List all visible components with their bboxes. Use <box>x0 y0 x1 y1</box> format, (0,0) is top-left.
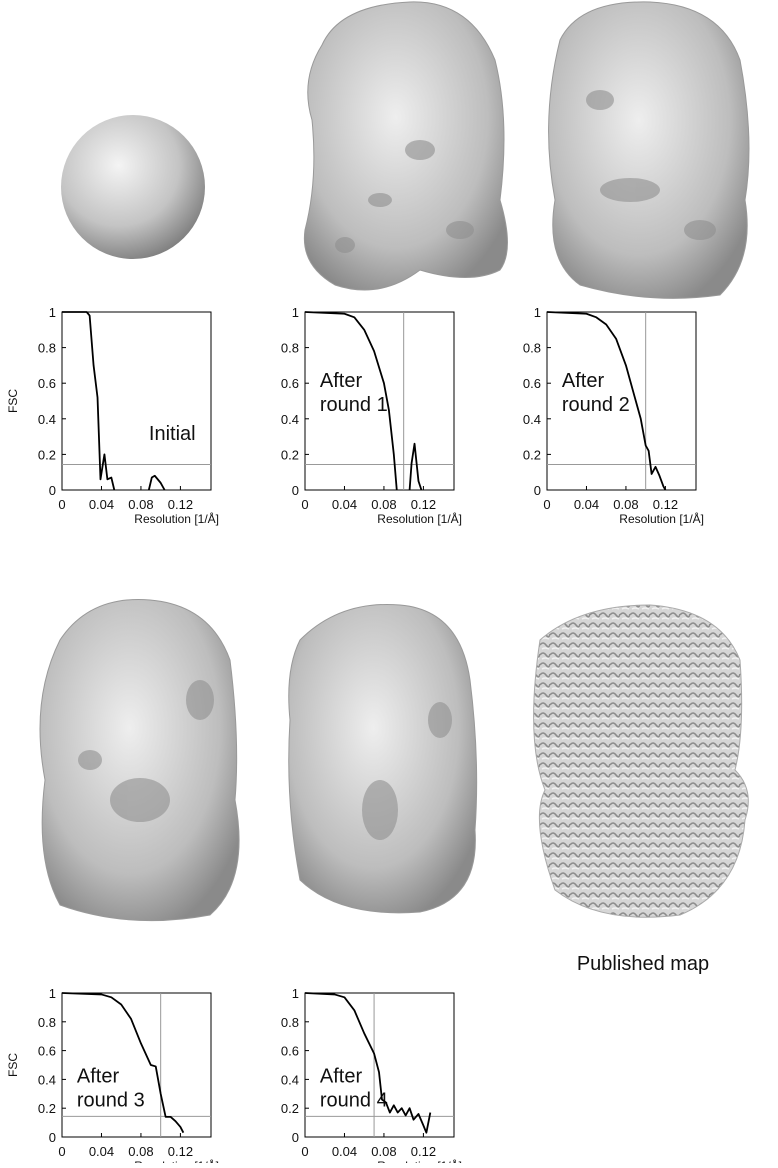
page: {"chart_data": [ {"type": "line", "annot… <box>0 0 778 1163</box>
x-tick-label: 0 <box>301 1144 308 1159</box>
y-tick-label: 0.6 <box>38 376 56 391</box>
y-tick-label: 1 <box>49 305 56 320</box>
plot-frame <box>62 312 211 490</box>
figure: Published map 0 0.2 0.4 0.6 0.8 1 0 0.04 0.08 0.1… <box>0 0 778 1163</box>
x-axis-label: Resolution [1/Å] <box>377 511 462 526</box>
x-tick-label: 0.12 <box>411 497 436 512</box>
x-tick-label: 0.04 <box>332 497 357 512</box>
y-tick-label: 0.6 <box>281 376 299 391</box>
annotation: round 2 <box>562 394 630 416</box>
x-tick-label: 0.12 <box>653 497 678 512</box>
x-axis-label: Resolution [1/Å] <box>134 511 219 526</box>
y-tick-label: 0.6 <box>38 1044 56 1059</box>
annotation: After <box>77 1065 120 1087</box>
x-tick-label: 0.04 <box>89 497 114 512</box>
y-tick-label: 1 <box>49 986 56 1001</box>
y-tick-label: 1 <box>292 986 299 1001</box>
y-tick-label: 0.6 <box>523 376 541 391</box>
y-tick-label: 0.4 <box>281 412 299 427</box>
y-tick-label: 0.8 <box>38 1015 56 1030</box>
x-axis-label: Resolution [1/Å] <box>377 1158 462 1163</box>
y-tick-label: 0 <box>49 483 56 498</box>
y-tick-label: 0.8 <box>38 341 56 356</box>
x-tick-label: 0 <box>543 497 550 512</box>
map-round-1 <box>304 2 507 290</box>
fsc-curve <box>62 312 165 490</box>
y-tick-label: 0 <box>292 483 299 498</box>
y-tick-label: 0.4 <box>38 1072 56 1087</box>
y-tick-label: 0.8 <box>281 341 299 356</box>
fsc-curve <box>305 993 430 1133</box>
x-tick-label: 0 <box>58 1144 65 1159</box>
map-round-2 <box>549 2 749 298</box>
y-axis-label: FSC <box>6 389 20 413</box>
y-tick-label: 0.8 <box>281 1015 299 1030</box>
y-tick-label: 0.4 <box>281 1072 299 1087</box>
annotation: After <box>320 370 363 392</box>
x-tick-label: 0 <box>58 497 65 512</box>
y-tick-label: 0.8 <box>523 341 541 356</box>
fsc-curve <box>62 993 183 1133</box>
y-tick-label: 0.6 <box>281 1044 299 1059</box>
x-tick-label: 0.08 <box>613 497 638 512</box>
annotation: Initial <box>149 423 196 445</box>
x-tick-label: 0.12 <box>168 497 193 512</box>
y-tick-label: 0.4 <box>38 412 56 427</box>
y-tick-label: 0.2 <box>523 447 541 462</box>
x-tick-label: 0 <box>301 497 308 512</box>
x-axis-label: Resolution [1/Å] <box>134 1158 219 1163</box>
x-tick-label: 0.12 <box>411 1144 436 1159</box>
x-tick-label: 0.04 <box>332 1144 357 1159</box>
x-tick-label: 0.04 <box>89 1144 114 1159</box>
y-tick-label: 1 <box>292 305 299 320</box>
x-tick-label: 0.08 <box>371 1144 396 1159</box>
y-tick-label: 0.4 <box>523 412 541 427</box>
x-tick-label: 0.08 <box>371 497 396 512</box>
published-map-label: Published map <box>577 953 709 975</box>
y-tick-label: 0 <box>49 1130 56 1145</box>
x-tick-label: 0.04 <box>574 497 599 512</box>
x-tick-label: 0.08 <box>128 1144 153 1159</box>
y-tick-label: 0.2 <box>281 447 299 462</box>
annotation: round 1 <box>320 394 388 416</box>
y-tick-label: 0 <box>292 1130 299 1145</box>
y-tick-label: 0.2 <box>38 447 56 462</box>
map-round-4 <box>289 604 477 912</box>
published-map <box>534 605 749 917</box>
annotation: After <box>320 1065 363 1087</box>
y-tick-label: 0.2 <box>281 1101 299 1116</box>
initial-sphere <box>61 115 205 259</box>
x-tick-label: 0.08 <box>128 497 153 512</box>
x-tick-label: 0.12 <box>168 1144 193 1159</box>
annotation: After <box>562 370 605 392</box>
x-axis-label: Resolution [1/Å] <box>619 511 704 526</box>
annotation: round 3 <box>77 1089 145 1111</box>
map-round-3 <box>40 600 239 921</box>
y-axis-label: FSC <box>6 1053 20 1077</box>
y-tick-label: 0.2 <box>38 1101 56 1116</box>
y-tick-label: 1 <box>534 305 541 320</box>
annotation: round 4 <box>320 1089 388 1111</box>
y-tick-label: 0 <box>534 483 541 498</box>
